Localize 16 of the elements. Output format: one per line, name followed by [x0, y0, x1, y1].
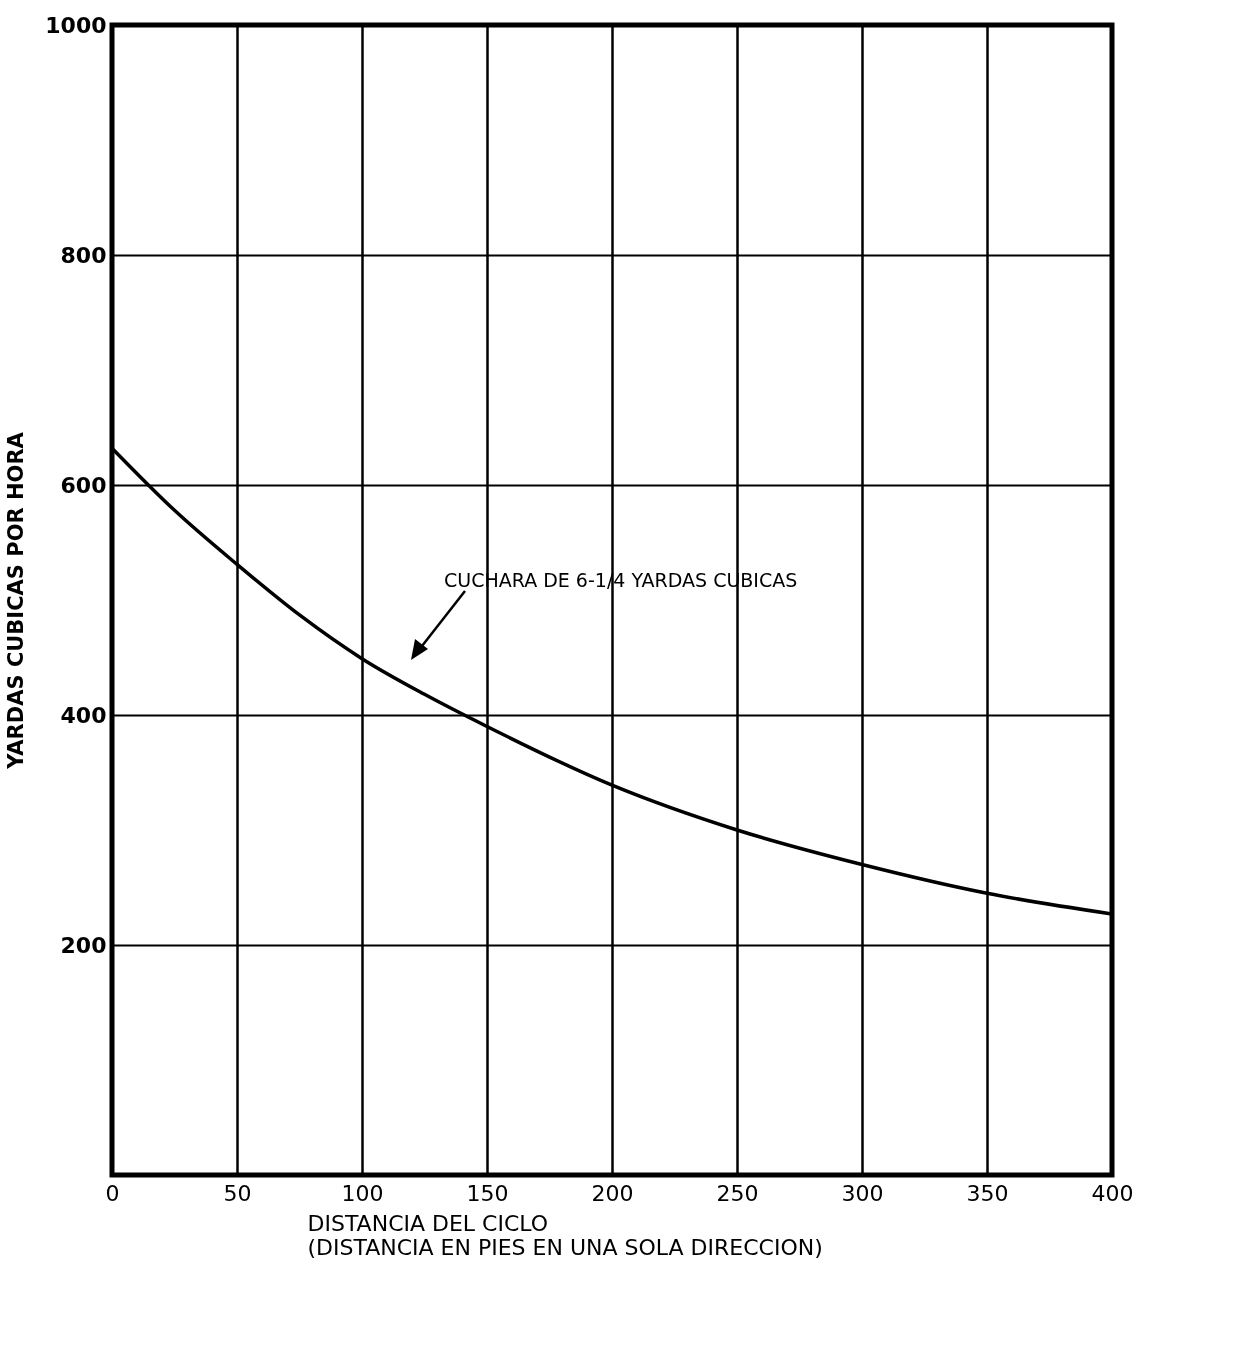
- y-tick-label: 600: [60, 472, 107, 498]
- x-axis-title: DISTANCIA DEL CICLO (DISTANCIA EN PIES EN UNA SOLA DIRECCION): [307, 1210, 823, 1260]
- y-tick-label: 400: [60, 702, 107, 728]
- x-tick-label: 300: [841, 1180, 884, 1206]
- x-tick-label: 0: [105, 1180, 120, 1206]
- x-tick-label: 350: [966, 1180, 1009, 1206]
- x-tick-label: 150: [466, 1180, 509, 1206]
- y-tick-label: 200: [60, 932, 107, 958]
- y-tick-label: 1000: [45, 12, 107, 38]
- y-tick-label: 800: [60, 242, 107, 268]
- y-axis-title: YARDAS CUBICAS POR HORA: [4, 431, 29, 770]
- x-tick-label: 250: [716, 1180, 759, 1206]
- x-tick-label: 200: [591, 1180, 634, 1206]
- x-tick-label: 50: [223, 1180, 252, 1206]
- x-tick-label: 400: [1091, 1180, 1134, 1206]
- x-tick-label: 100: [341, 1180, 384, 1206]
